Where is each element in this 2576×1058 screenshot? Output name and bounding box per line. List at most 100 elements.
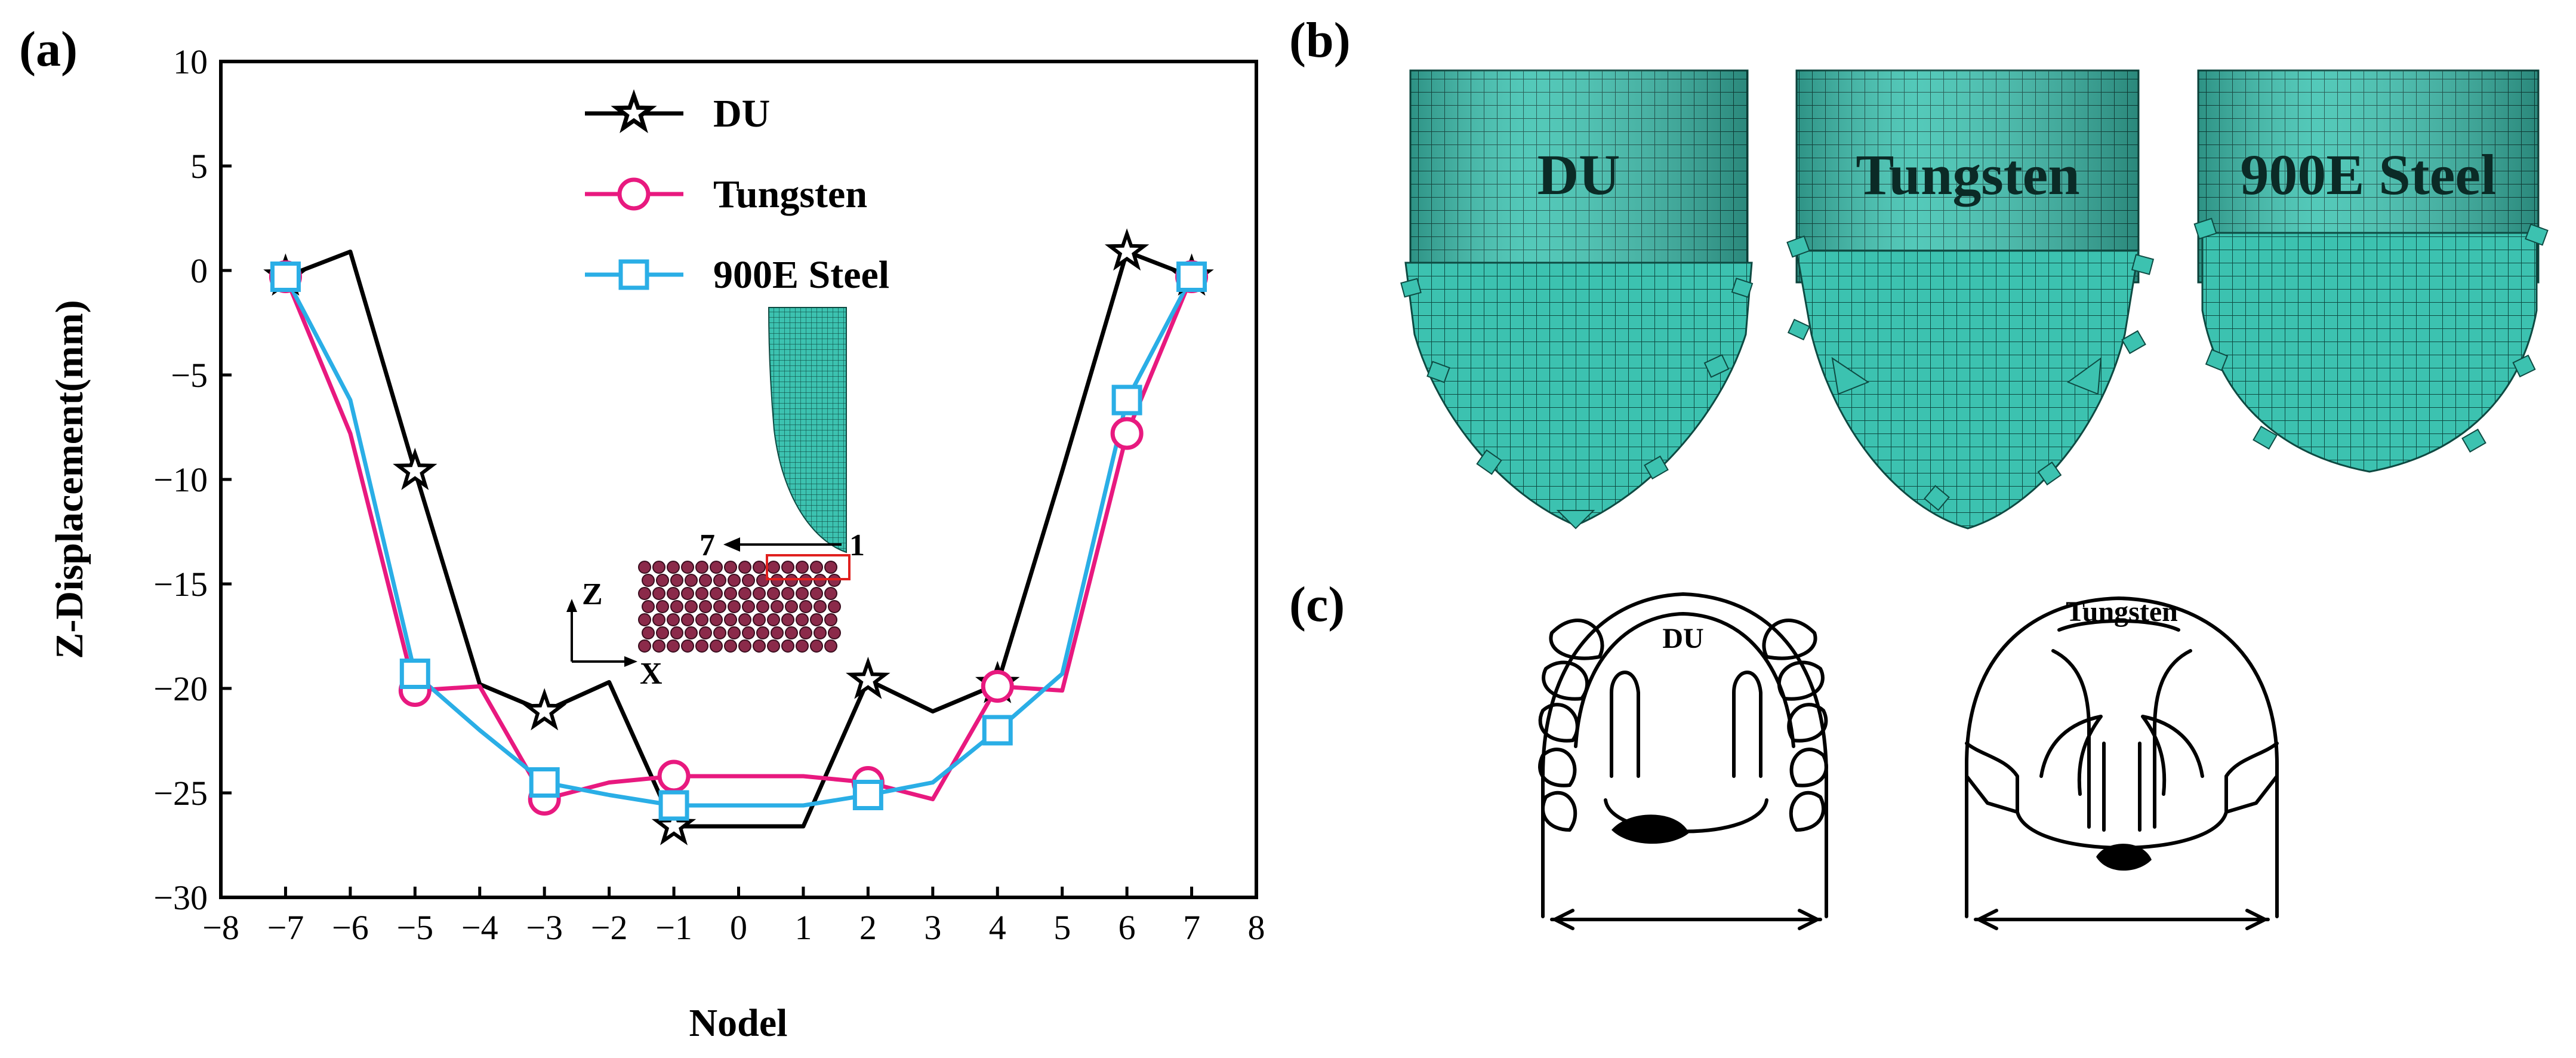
y-tick-label: −30 [153,878,208,917]
target-particle [824,587,837,600]
target-particle [767,561,780,574]
x-tick-label: −1 [655,908,692,947]
mesh-label-900e-steel: 900E Steel [2240,143,2496,207]
target-particle [738,561,751,574]
target-particle [681,613,694,626]
target-particle [781,587,794,600]
mesh-label-du: DU [1537,143,1620,207]
target-particle [771,626,784,639]
target-particle [814,600,827,613]
sketch-du [1538,592,1828,930]
target-particle [799,626,812,639]
inset-projectile-mesh [768,307,847,553]
legend: DU Tungsten 900E Steel [585,89,889,297]
x-tick-label: 1 [794,908,812,947]
data-point-star [651,802,697,845]
target-particle [742,574,755,587]
data-point-star [1104,228,1150,271]
legend-marker-circle [617,177,651,211]
target-particle [796,639,809,653]
target-particle [681,587,694,600]
target-particle [742,626,755,639]
target-particle [638,561,651,574]
y-tick-label: −10 [153,460,208,499]
legend-item-du: DU [585,89,770,136]
target-particle [695,613,708,626]
target-particle [785,600,798,613]
target-particle [810,639,823,653]
sketch-label-du: DU [1662,623,1703,654]
target-particle [828,626,841,639]
mesh-900e-steel: 900E Steel [2193,69,2549,473]
sketch-label-tungsten: Tungsten [2066,596,2178,628]
inset-node-end: 1 [849,528,865,562]
target-particle [695,587,708,600]
mesh-du: DU [1400,69,1754,530]
target-particle [810,587,823,600]
target-particle [738,613,751,626]
x-tick-label: −3 [526,908,563,947]
sketch-tungsten [1965,596,2279,930]
target-particle [767,613,780,626]
data-point-star [522,688,567,731]
target-particle [753,561,766,574]
target-particle [695,639,708,653]
target-particle [713,600,726,613]
target-particle [781,613,794,626]
target-particle [724,587,737,600]
target-particle [670,626,683,639]
target-particle [724,613,737,626]
target-particle [638,639,651,653]
y-tick-label: 5 [190,147,208,186]
data-point-square [529,767,560,798]
target-particle [642,600,655,613]
inset-node-start: 7 [700,528,715,562]
x-tick-label: 3 [924,908,941,947]
inset-model: 7 1 Z X [566,307,865,691]
target-particle [699,600,712,613]
x-tick-label: 7 [1183,908,1200,947]
target-particle [710,587,723,600]
panel-label-b: (b) [1289,13,1351,68]
x-axis-title: Nodel [689,1001,788,1045]
target-particle [685,626,698,639]
target-particle [756,600,769,613]
y-tick-label: −15 [153,565,208,604]
target-particle [742,600,755,613]
inset-z-label: Z [582,577,603,611]
target-particle [814,626,827,639]
target-particle [652,639,665,653]
target-particle [781,639,794,653]
x-tick-label: 6 [1118,908,1136,947]
x-tick-label: 5 [1053,908,1071,947]
target-particle [652,561,665,574]
sketch-du-blob [1611,814,1689,844]
x-tick-label: −7 [267,908,304,947]
x-tick-label: −4 [461,908,498,947]
target-particle [738,587,751,600]
target-particle [656,600,669,613]
target-particle [670,600,683,613]
data-point-square [1111,385,1142,416]
panel-label-c: (c) [1289,577,1345,632]
target-particle [681,639,694,653]
target-particle [642,626,655,639]
target-particle [724,561,737,574]
target-particle [824,613,837,626]
target-particle [685,574,698,587]
target-particle [685,600,698,613]
target-particle [667,587,680,600]
legend-label-du: DU [713,92,770,136]
target-particle [638,613,651,626]
data-point-circle [1110,417,1144,450]
target-particle [796,561,809,574]
inset-x-label: X [640,657,663,691]
data-point-square [1176,262,1207,292]
target-particle [810,613,823,626]
inset-highlight-box [766,554,851,580]
data-point-square [658,790,689,821]
target-particle [728,574,741,587]
target-particle [796,587,809,600]
target-particle [652,613,665,626]
